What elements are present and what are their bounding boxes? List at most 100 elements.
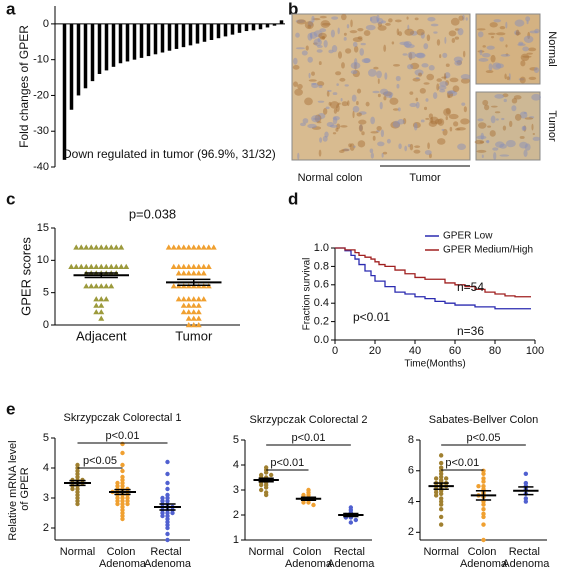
y-tick-label: -40 — [33, 161, 49, 173]
point — [180, 302, 187, 308]
tissue-texture — [514, 113, 522, 121]
tissue-texture — [437, 138, 446, 145]
point — [93, 283, 100, 289]
point — [258, 487, 264, 493]
annotation: n=36 — [457, 324, 484, 338]
tissue-texture — [442, 52, 448, 58]
point — [195, 302, 202, 308]
x-tick-label: Tumor — [175, 328, 213, 343]
point — [200, 263, 207, 269]
x-tick-label: Adjacent — [76, 328, 127, 343]
bar — [251, 23, 256, 31]
tissue-texture — [480, 132, 484, 140]
tissue-texture — [320, 36, 325, 40]
tissue-texture — [332, 115, 340, 121]
point — [263, 470, 269, 475]
point — [195, 315, 202, 321]
tissue-texture — [335, 104, 340, 112]
point — [103, 283, 110, 289]
point — [98, 263, 105, 269]
tissue-texture — [326, 121, 334, 127]
point — [258, 482, 264, 488]
y-tick-label: 5 — [43, 287, 49, 299]
tissue-texture — [526, 52, 533, 55]
bar — [153, 23, 158, 55]
tissue-texture — [397, 119, 405, 125]
tissue-texture — [532, 133, 536, 136]
point — [200, 296, 207, 302]
tissue-texture — [476, 149, 487, 153]
point — [443, 476, 449, 481]
tissue-texture — [478, 58, 489, 62]
bar — [181, 23, 186, 48]
tissue-texture — [415, 77, 420, 80]
tissue-texture — [344, 84, 349, 87]
point — [88, 263, 95, 269]
x-tick-label: Normal — [60, 546, 95, 558]
tissue-texture — [383, 44, 387, 52]
tissue-texture — [404, 43, 415, 49]
point — [165, 471, 170, 477]
tissue-texture — [414, 17, 419, 21]
tissue-texture — [505, 139, 516, 148]
point — [98, 309, 105, 315]
tissue-texture — [295, 32, 300, 38]
bar — [125, 23, 130, 62]
point — [195, 296, 202, 302]
y-tick-label: 3 — [233, 484, 239, 496]
point — [190, 244, 197, 250]
tissue-texture — [491, 36, 495, 39]
bar — [265, 23, 270, 28]
tissue-texture — [297, 152, 300, 160]
tissue-texture — [424, 150, 432, 155]
point — [120, 468, 125, 474]
tissue-texture — [328, 101, 332, 106]
tissue-texture — [430, 117, 434, 123]
tissue-texture — [345, 48, 352, 54]
tissue-texture — [415, 97, 419, 102]
point — [481, 502, 486, 507]
tissue-texture — [349, 30, 358, 34]
bar — [90, 23, 95, 82]
tissue-texture — [293, 57, 298, 65]
y-tick-label: 0 — [43, 18, 49, 30]
y-tick-label: -10 — [33, 54, 49, 66]
tissue-texture — [460, 74, 471, 80]
tissue-texture — [449, 126, 453, 132]
tissue-texture — [421, 63, 429, 68]
tissue-texture — [426, 73, 435, 81]
point — [180, 296, 187, 302]
tissue-texture — [341, 101, 349, 107]
point — [75, 501, 80, 507]
point — [190, 309, 197, 315]
point — [175, 244, 182, 250]
tissue-texture — [444, 36, 447, 44]
tissue-texture — [479, 141, 484, 144]
comparison-label: p<0.01 — [292, 432, 326, 444]
panel-letter: b — [288, 0, 298, 18]
tissue-texture — [460, 78, 470, 84]
point — [301, 500, 306, 505]
point — [200, 244, 207, 250]
tissue-texture — [448, 113, 459, 120]
tissue-texture — [343, 36, 347, 41]
tissue-texture — [445, 63, 450, 67]
point — [165, 537, 170, 543]
tissue-texture — [356, 112, 362, 117]
x-tick-label: 0 — [332, 345, 338, 357]
tissue-texture — [506, 76, 510, 81]
point — [165, 480, 170, 486]
tissue-texture — [389, 97, 399, 105]
point — [433, 476, 439, 481]
point — [438, 471, 444, 477]
point — [165, 531, 170, 537]
point — [438, 507, 444, 512]
point — [180, 309, 187, 315]
tissue-texture — [525, 16, 531, 22]
panel-letter: d — [288, 189, 298, 208]
y-tick-label: 15 — [37, 222, 49, 234]
point — [185, 244, 192, 250]
tissue-texture — [349, 143, 355, 151]
point — [185, 270, 192, 276]
point — [190, 263, 197, 269]
